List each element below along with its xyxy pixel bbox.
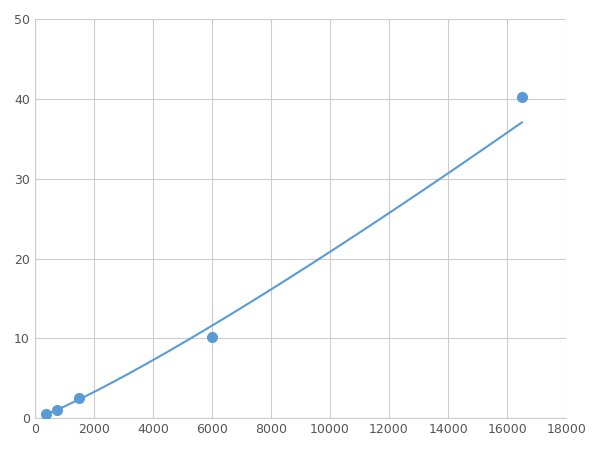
Point — [207, 333, 217, 340]
Point — [52, 407, 62, 414]
Point — [41, 411, 50, 418]
Point — [74, 395, 84, 402]
Point — [517, 94, 527, 101]
